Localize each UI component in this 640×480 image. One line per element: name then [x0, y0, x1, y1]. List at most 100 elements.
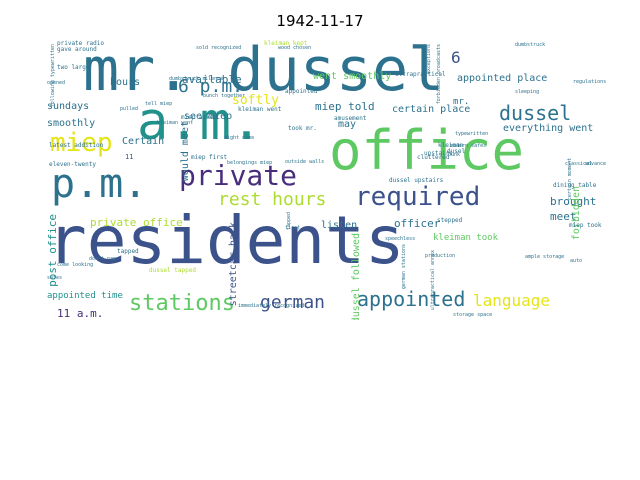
cloud-title: 1942-11-17: [276, 12, 364, 30]
cloud-word: smoothly: [47, 118, 96, 129]
cloud-word: streetcar back: [228, 222, 239, 307]
cloud-word: Certain: [122, 136, 165, 147]
cloud-word: exceptions: [426, 44, 432, 75]
cloud-word: stations: [129, 291, 235, 316]
cloud-word: latest addition: [49, 142, 104, 149]
cloud-word: forbidden broadcasts: [436, 44, 442, 105]
cloud-word: speechless: [385, 236, 416, 242]
cloud-word: listen: [321, 220, 358, 231]
cloud-word: amusement: [334, 115, 367, 122]
cloud-word: wood chosen: [278, 45, 312, 51]
cloud-word: tapped: [286, 212, 292, 231]
cloud-word: belongings miep: [227, 160, 273, 166]
cloud-word: eleven-twenty: [49, 161, 96, 168]
cloud-word: miep took: [569, 222, 602, 229]
cloud-word: sleeping: [515, 89, 540, 95]
cloud-word: dusel: [447, 148, 466, 155]
cloud-word: 11 a.m.: [57, 307, 104, 320]
cloud-word: german: [260, 292, 326, 313]
cloud-word: ultrapractical annex: [430, 250, 436, 311]
cloud-word: upstairs: [424, 150, 453, 157]
cloud-word: mr.: [453, 97, 470, 107]
cloud-word: meet: [550, 210, 577, 223]
cloud-word: night come: [224, 135, 255, 141]
cloud-word: recognized: [211, 45, 242, 51]
cloud-word: miep asked: [181, 114, 218, 121]
cloud-word: dussel upstairs: [389, 177, 444, 184]
cloud-word: bunk: [448, 152, 461, 158]
cloud-word: 6 p.m.: [178, 76, 244, 97]
cloud-word: certain place: [392, 104, 471, 115]
cloud-word: regulations: [573, 79, 607, 85]
cloud-word: appointed place: [457, 73, 548, 84]
cloud-word: typewritten: [455, 131, 489, 137]
cloud-word: miep told: [315, 100, 375, 113]
cloud-word: pulled: [120, 106, 139, 112]
cloud-word: classical: [565, 161, 593, 167]
cloud-word: cluttered: [417, 154, 450, 161]
cloud-word: immediately recognized: [238, 303, 305, 309]
cloud-word: dumbstruck silence: [169, 76, 224, 82]
cloud-word: dussel: [499, 101, 572, 125]
cloud-word: appointed time: [47, 291, 123, 301]
cloud-word: certain moment: [567, 158, 573, 201]
cloud-word: two large: [57, 64, 90, 71]
cloud-word: hours: [110, 77, 141, 88]
cloud-word: sundays: [47, 101, 90, 112]
cloud-word: dussel tapped: [149, 267, 196, 274]
cloud-word: brought: [550, 195, 597, 208]
cloud-word: ample storage: [525, 254, 565, 260]
cloud-word: stepped: [437, 217, 463, 224]
cloud-word: p.m.: [51, 161, 148, 207]
cloud-word: appointed: [357, 287, 466, 311]
cloud-word: auto: [570, 258, 583, 264]
cloud-word: residents: [47, 202, 405, 279]
cloud-word: took mr.: [288, 125, 317, 132]
cloud-word: ultrapractical: [395, 71, 446, 78]
cloud-word: a.m.: [137, 92, 263, 152]
cloud-word: softly: [232, 93, 279, 108]
cloud-word: safes: [47, 275, 63, 281]
cloud-word: first: [285, 225, 301, 231]
cloud-word: private radio: [57, 40, 104, 47]
cloud-word: would meet: [180, 121, 191, 182]
word-cloud: residents mr. dussel a.m. office p.m. private…: [45, 36, 610, 320]
cloud-word: outside walls: [285, 159, 325, 165]
cloud-word: advance: [585, 161, 607, 167]
cloud-word: kleiman took: [433, 233, 499, 243]
cloud-word: rest hours: [218, 189, 327, 210]
cloud-word: opened: [47, 80, 66, 86]
cloud-word: bunch together: [203, 93, 246, 99]
cloud-word: production: [425, 253, 456, 259]
cloud-word: german stations: [401, 244, 407, 290]
cloud-word: storage space: [453, 312, 493, 318]
cloud-word: tell miep: [145, 101, 173, 107]
cloud-word: required: [355, 182, 481, 212]
cloud-word: kleiman went: [157, 120, 194, 126]
cloud-word: following typewritten: [50, 44, 56, 108]
cloud-word: private office: [90, 216, 183, 229]
cloud-word: modern safes: [450, 143, 487, 149]
cloud-word: forbidden: [571, 186, 582, 241]
cloud-word: come looking: [57, 262, 94, 268]
cloud-word: dumbstruck: [515, 42, 546, 48]
cloud-word: dining table: [553, 182, 597, 189]
cloud-word: don't nap: [89, 256, 117, 262]
cloud-word: miep: [50, 128, 113, 158]
cloud-word: everything went: [503, 123, 594, 134]
cloud-word: 6: [451, 48, 461, 67]
cloud-word: gave around: [57, 46, 97, 53]
cloud-word: kleiman went: [238, 106, 282, 113]
cloud-word: 11: [125, 153, 134, 161]
cloud-word: kleiman: [438, 142, 464, 149]
cloud-word: office: [329, 119, 525, 182]
cloud-word: appointed: [285, 88, 318, 95]
cloud-word: went smoothly: [313, 71, 392, 82]
cloud-word: officer: [394, 217, 441, 230]
cloud-word: mr. dussel: [83, 36, 445, 105]
cloud-word: sold: [196, 45, 209, 51]
cloud-word: miep first: [191, 154, 228, 161]
cloud-word: language: [473, 291, 551, 310]
cloud-word: kleiman kept: [264, 40, 308, 47]
cloud-word: may: [338, 119, 357, 130]
